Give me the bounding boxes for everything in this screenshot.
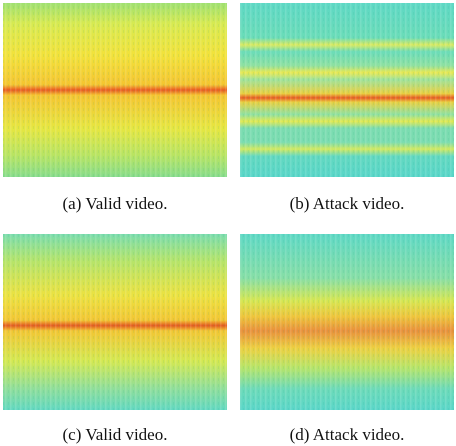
- figure: (a) Valid video. (b) Attack video. (c) V…: [0, 0, 456, 446]
- panel-a: (a) Valid video.: [3, 3, 227, 213]
- panel-c: (c) Valid video.: [3, 234, 227, 444]
- texture: [3, 234, 227, 410]
- texture: [3, 3, 227, 177]
- panel-b: (b) Attack video.: [240, 3, 454, 213]
- caption: (a) Valid video.: [63, 194, 168, 213]
- caption: (b) Attack video.: [290, 194, 405, 213]
- texture: [240, 3, 454, 177]
- texture: [240, 234, 454, 410]
- caption: (d) Attack video.: [290, 425, 405, 444]
- caption: (c) Valid video.: [63, 425, 168, 444]
- panel-d: (d) Attack video.: [240, 234, 454, 444]
